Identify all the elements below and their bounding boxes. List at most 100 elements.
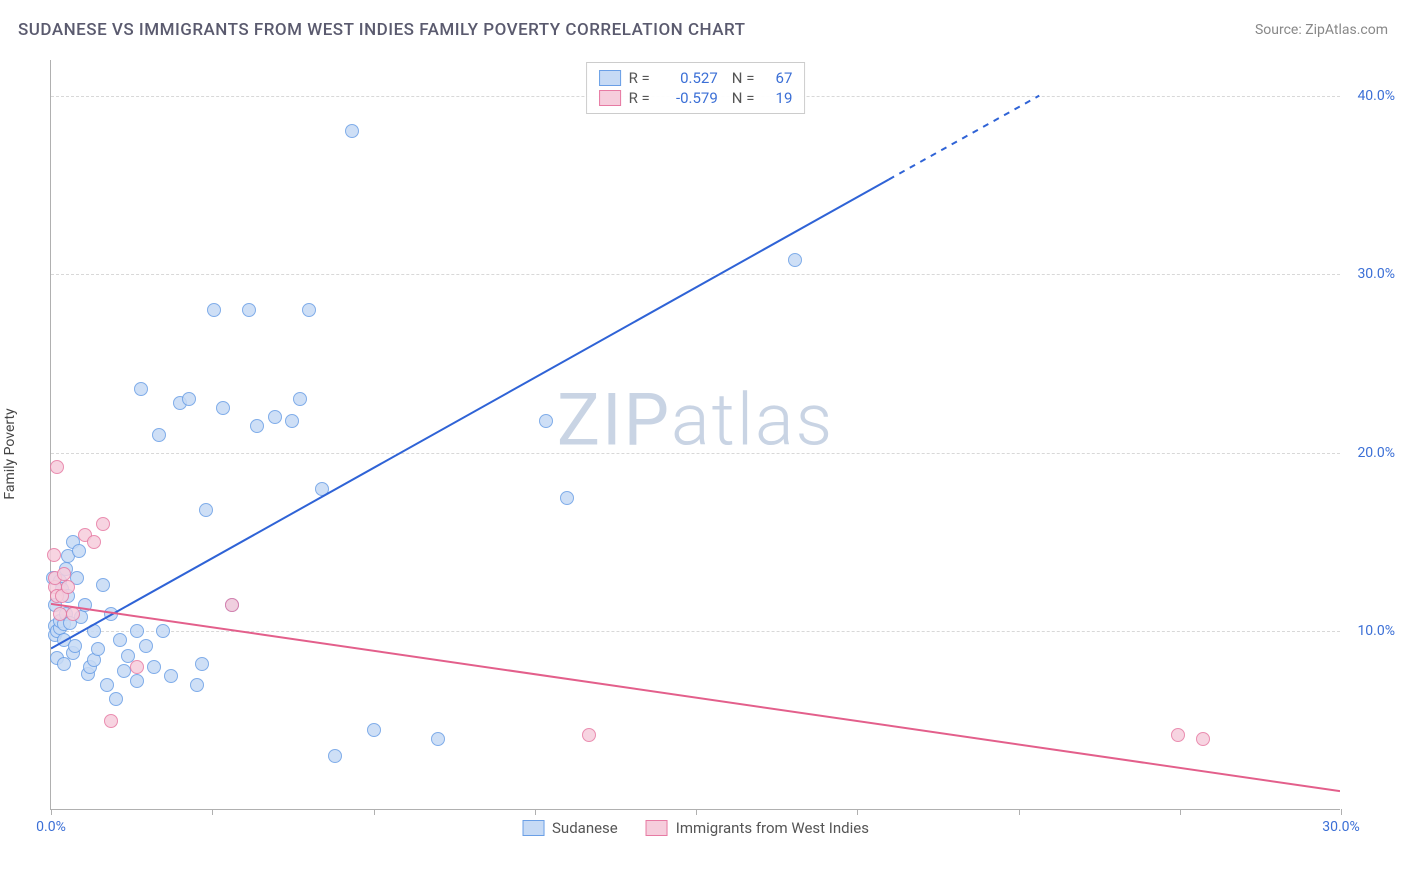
scatter-point-sudanese — [539, 414, 553, 428]
legend-r-value-0: 0.527 — [658, 69, 718, 87]
scatter-point-westindies — [53, 607, 67, 621]
scatter-point-westindies — [130, 660, 144, 674]
scatter-point-sudanese — [96, 578, 110, 592]
trendlines-svg — [51, 60, 1340, 809]
scatter-point-sudanese — [190, 678, 204, 692]
xtick-label: 30.0% — [1322, 819, 1360, 835]
xtick-mark — [535, 809, 536, 815]
xtick-mark — [857, 809, 858, 815]
scatter-point-sudanese — [100, 678, 114, 692]
xtick-mark — [1019, 809, 1020, 815]
scatter-point-sudanese — [367, 723, 381, 737]
legend-n-value-1: 19 — [762, 89, 792, 107]
ytick-label: 10.0% — [1357, 623, 1395, 639]
scatter-point-sudanese — [134, 382, 148, 396]
xtick-mark — [374, 809, 375, 815]
scatter-point-westindies — [61, 580, 75, 594]
ytick-label: 20.0% — [1357, 445, 1395, 461]
legend-r-label-0: R = — [629, 69, 650, 87]
y-axis-label: Family Poverty — [2, 408, 18, 499]
legend-n-label-0: N = — [732, 69, 755, 87]
xtick-mark — [51, 809, 52, 815]
gridline-horizontal — [51, 453, 1340, 454]
scatter-point-sudanese — [91, 642, 105, 656]
series-swatch-1 — [646, 820, 668, 836]
scatter-point-sudanese — [72, 544, 86, 558]
scatter-point-sudanese — [156, 624, 170, 638]
series-legend-item-1: Immigrants from West Indies — [646, 819, 869, 837]
chart-title: SUDANESE VS IMMIGRANTS FROM WEST INDIES … — [18, 20, 746, 40]
scatter-point-sudanese — [164, 669, 178, 683]
ytick-label: 30.0% — [1357, 266, 1395, 282]
scatter-point-sudanese — [199, 503, 213, 517]
scatter-point-sudanese — [788, 253, 802, 267]
scatter-point-westindies — [1171, 728, 1185, 742]
scatter-point-sudanese — [328, 749, 342, 763]
correlation-legend: R = 0.527 N = 67 R = -0.579 N = 19 — [586, 62, 806, 114]
scatter-point-westindies — [50, 460, 64, 474]
scatter-point-sudanese — [78, 598, 92, 612]
scatter-point-sudanese — [113, 633, 127, 647]
chart-header: SUDANESE VS IMMIGRANTS FROM WEST INDIES … — [18, 20, 1388, 40]
scatter-point-sudanese — [431, 732, 445, 746]
legend-row-series-1: R = -0.579 N = 19 — [599, 89, 793, 107]
watermark-atlas: atlas — [671, 377, 834, 462]
scatter-point-westindies — [1196, 732, 1210, 746]
source-prefix: Source: — [1255, 22, 1305, 38]
legend-r-label-1: R = — [629, 89, 650, 107]
trendline — [51, 179, 889, 648]
scatter-point-sudanese — [268, 410, 282, 424]
scatter-point-westindies — [87, 535, 101, 549]
legend-n-value-0: 67 — [762, 69, 792, 87]
scatter-point-sudanese — [560, 491, 574, 505]
series-legend-item-0: Sudanese — [522, 819, 618, 837]
scatter-point-sudanese — [285, 414, 299, 428]
scatter-point-sudanese — [242, 303, 256, 317]
scatter-point-westindies — [104, 714, 118, 728]
series-legend: Sudanese Immigrants from West Indies — [522, 819, 869, 837]
scatter-point-sudanese — [250, 419, 264, 433]
series-name-1: Immigrants from West Indies — [676, 819, 869, 837]
scatter-point-sudanese — [109, 692, 123, 706]
scatter-point-sudanese — [104, 607, 118, 621]
scatter-point-sudanese — [117, 664, 131, 678]
scatter-point-westindies — [582, 728, 596, 742]
chart-container: SUDANESE VS IMMIGRANTS FROM WEST INDIES … — [0, 0, 1406, 892]
watermark: ZIPatlas — [557, 377, 834, 462]
scatter-point-sudanese — [147, 660, 161, 674]
scatter-point-westindies — [66, 607, 80, 621]
source-name: ZipAtlas.com — [1305, 22, 1388, 38]
scatter-point-sudanese — [68, 639, 82, 653]
scatter-point-sudanese — [207, 303, 221, 317]
chart-source: Source: ZipAtlas.com — [1255, 22, 1388, 38]
trendline — [889, 96, 1039, 180]
legend-r-value-1: -0.579 — [658, 89, 718, 107]
scatter-point-sudanese — [87, 624, 101, 638]
scatter-point-sudanese — [130, 624, 144, 638]
xtick-label: 0.0% — [36, 819, 66, 835]
legend-swatch-0 — [599, 70, 621, 86]
scatter-point-sudanese — [302, 303, 316, 317]
scatter-point-sudanese — [315, 482, 329, 496]
legend-n-label-1: N = — [732, 89, 755, 107]
xtick-mark — [696, 809, 697, 815]
scatter-point-sudanese — [195, 657, 209, 671]
scatter-point-sudanese — [216, 401, 230, 415]
gridline-horizontal — [51, 631, 1340, 632]
scatter-point-sudanese — [182, 392, 196, 406]
gridline-horizontal — [51, 274, 1340, 275]
scatter-point-westindies — [225, 598, 239, 612]
legend-row-series-0: R = 0.527 N = 67 — [599, 69, 793, 87]
plot-area: ZIPatlas R = 0.527 N = 67 R = -0.579 N =… — [50, 60, 1340, 810]
scatter-point-westindies — [96, 517, 110, 531]
scatter-point-sudanese — [345, 124, 359, 138]
ytick-label: 40.0% — [1357, 88, 1395, 104]
scatter-point-westindies — [47, 548, 61, 562]
watermark-zip: ZIP — [557, 377, 671, 462]
scatter-point-sudanese — [293, 392, 307, 406]
legend-swatch-1 — [599, 90, 621, 106]
series-swatch-0 — [522, 820, 544, 836]
series-name-0: Sudanese — [552, 819, 618, 837]
scatter-point-sudanese — [130, 674, 144, 688]
scatter-point-sudanese — [139, 639, 153, 653]
